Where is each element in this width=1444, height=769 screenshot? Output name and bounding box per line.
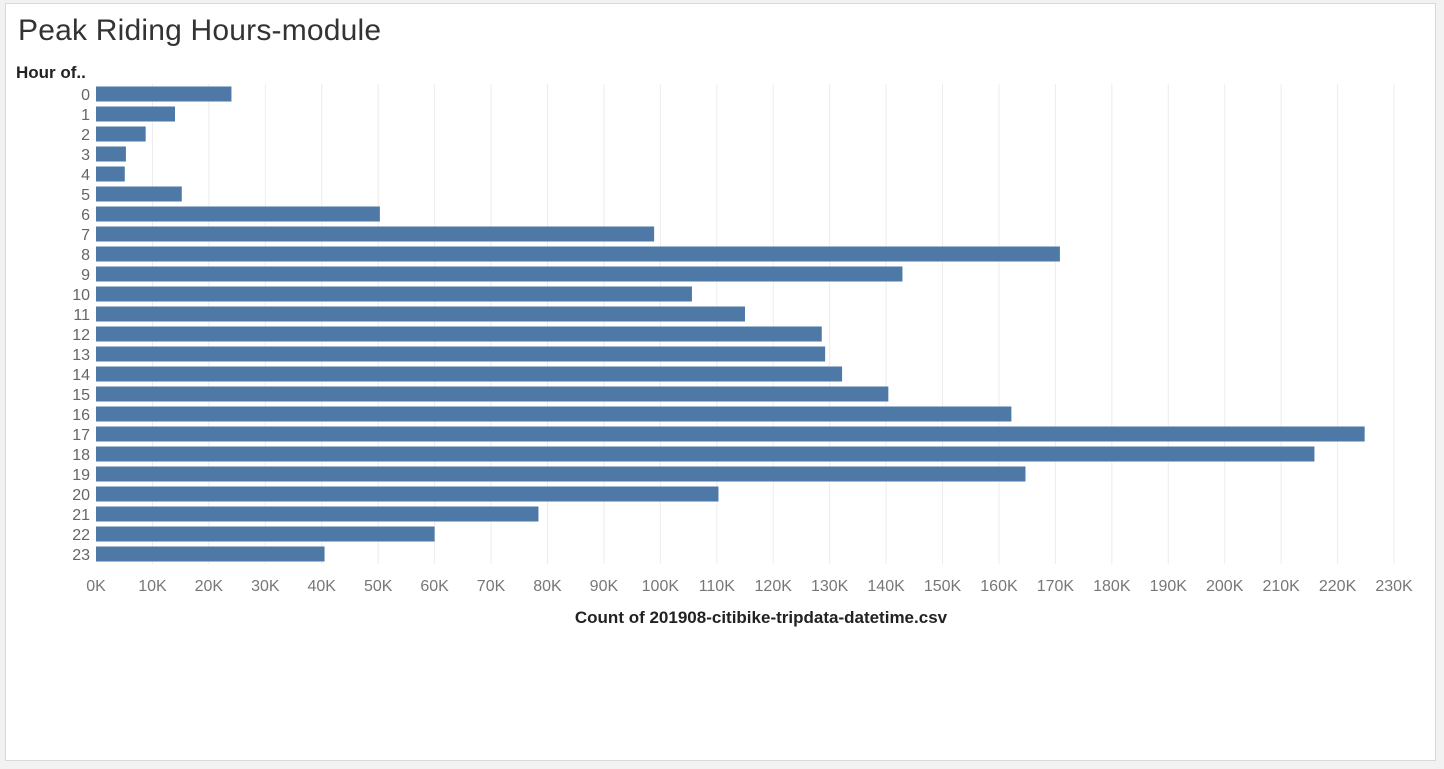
y-tick-label[interactable]: 17 <box>72 427 90 444</box>
x-tick-label: 80K <box>533 578 562 595</box>
bar-hour-16[interactable] <box>96 406 1012 422</box>
bar-hour-13[interactable] <box>96 346 826 362</box>
y-tick-label[interactable]: 11 <box>73 307 90 324</box>
y-tick-label[interactable]: 22 <box>72 527 90 544</box>
x-tick-label: 50K <box>364 578 393 595</box>
y-tick-label[interactable]: 12 <box>72 327 90 344</box>
x-tick-label: 210K <box>1262 578 1300 595</box>
x-tick-label: 70K <box>477 578 506 595</box>
y-tick-label[interactable]: 2 <box>81 127 90 144</box>
x-axis-title[interactable]: Count of 201908-citibike-tripdata-dateti… <box>575 608 948 627</box>
bar-hour-18[interactable] <box>96 446 1315 462</box>
y-axis-title[interactable]: Hour of.. <box>16 63 86 82</box>
worksheet-frame <box>5 3 1436 761</box>
bar-hour-3[interactable] <box>96 146 126 162</box>
gridlines <box>151 84 1395 564</box>
bar-hour-10[interactable] <box>96 286 692 302</box>
y-tick-label[interactable]: 5 <box>81 187 90 204</box>
bar-hour-8[interactable] <box>96 246 1060 262</box>
bar-hour-6[interactable] <box>96 206 380 222</box>
x-tick-label: 60K <box>420 578 449 595</box>
bar-hour-21[interactable] <box>96 506 539 522</box>
y-tick-label[interactable]: 16 <box>72 407 90 424</box>
x-tick-label: 30K <box>251 578 280 595</box>
bar-hour-7[interactable] <box>96 226 655 242</box>
y-tick-label[interactable]: 4 <box>81 167 90 184</box>
x-tick-label: 180K <box>1093 578 1131 595</box>
y-tick-label[interactable]: 8 <box>81 247 90 264</box>
y-tick-label[interactable]: 0 <box>81 87 90 104</box>
y-tick-label[interactable]: 9 <box>81 267 90 284</box>
bar-hour-14[interactable] <box>96 366 843 382</box>
x-tick-label: 160K <box>980 578 1018 595</box>
x-tick-label: 90K <box>590 578 619 595</box>
bar-hour-5[interactable] <box>96 186 182 202</box>
x-tick-label: 170K <box>1037 578 1075 595</box>
bar-hour-17[interactable] <box>96 426 1365 442</box>
y-tick-label[interactable]: 13 <box>72 347 90 364</box>
x-tick-label: 40K <box>308 578 337 595</box>
x-tick-label: 150K <box>924 578 962 595</box>
x-tick-label: 10K <box>138 578 167 595</box>
bar-hour-0[interactable] <box>96 86 232 102</box>
y-tick-label[interactable]: 7 <box>81 227 90 244</box>
x-tick-label: 110K <box>699 578 736 595</box>
bar-hour-11[interactable] <box>96 306 745 322</box>
bar-hour-2[interactable] <box>96 126 146 142</box>
x-tick-label: 0K <box>86 578 106 595</box>
x-tick-label: 230K <box>1375 578 1413 595</box>
y-tick-label[interactable]: 21 <box>72 507 90 524</box>
x-axis-ticks: 0K 10K 20K 30K 40K 50K 60K 70K 80K 90K 100K 110K 120… <box>86 578 1413 595</box>
y-tick-label[interactable]: 14 <box>72 367 90 384</box>
x-tick-label: 120K <box>755 578 793 595</box>
y-tick-label[interactable]: 23 <box>72 547 90 564</box>
y-tick-label[interactable]: 6 <box>81 207 90 224</box>
y-tick-label[interactable]: 20 <box>72 487 90 504</box>
bar-hour-15[interactable] <box>96 386 889 402</box>
chart-title: Peak Riding Hours-module <box>18 14 382 47</box>
x-tick-label: 200K <box>1206 578 1244 595</box>
bar-hour-12[interactable] <box>96 326 822 342</box>
y-tick-label[interactable]: 15 <box>72 387 90 404</box>
y-tick-label[interactable]: 19 <box>72 467 90 484</box>
y-tick-label[interactable]: 10 <box>72 287 90 304</box>
y-tick-label[interactable]: 18 <box>72 447 90 464</box>
x-tick-label: 100K <box>642 578 680 595</box>
y-tick-label[interactable]: 1 <box>81 107 90 124</box>
bar-hour-23[interactable] <box>96 546 325 562</box>
y-tick-label[interactable]: 3 <box>81 147 90 164</box>
bar-hour-9[interactable] <box>96 266 903 282</box>
x-tick-label: 220K <box>1319 578 1357 595</box>
bar-hour-22[interactable] <box>96 526 435 542</box>
bars <box>96 86 1365 562</box>
x-tick-label: 130K <box>811 578 849 595</box>
bar-hour-20[interactable] <box>96 486 719 502</box>
x-tick-label: 20K <box>195 578 224 595</box>
bar-hour-4[interactable] <box>96 166 125 182</box>
x-tick-label: 190K <box>1150 578 1188 595</box>
bar-hour-1[interactable] <box>96 106 176 122</box>
bar-hour-19[interactable] <box>96 466 1026 482</box>
x-tick-label: 140K <box>867 578 905 595</box>
